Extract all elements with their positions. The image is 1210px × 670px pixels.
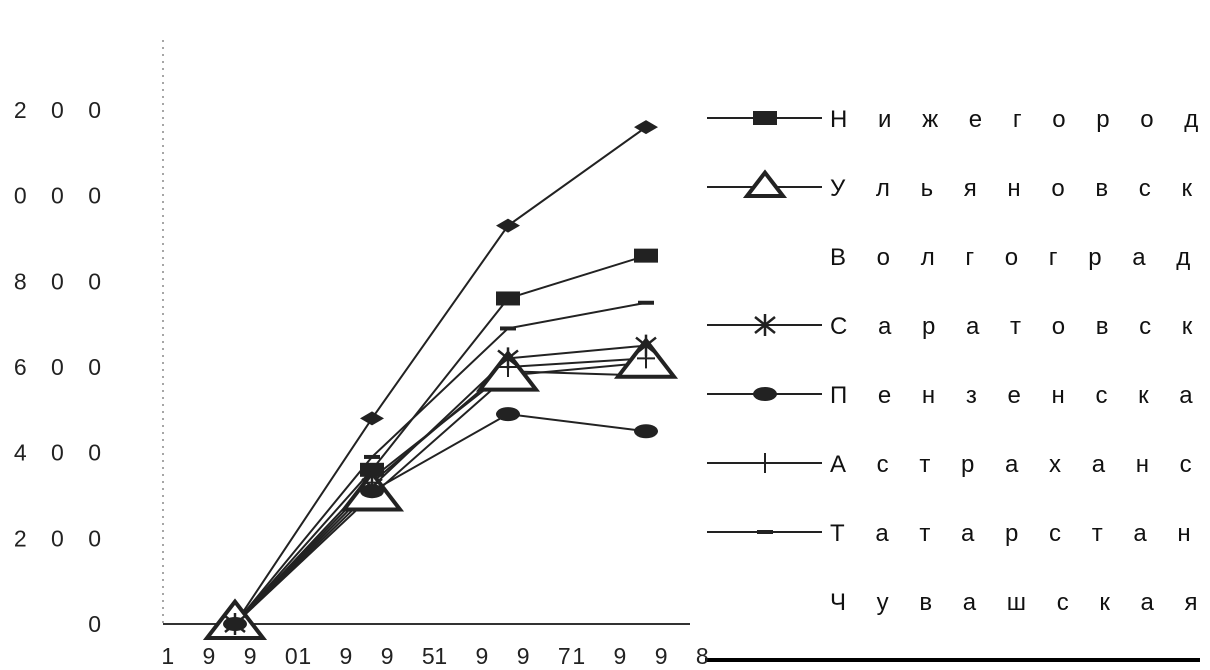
marker-diamond (634, 120, 658, 135)
marker-diamond (496, 218, 520, 233)
marker-star (754, 314, 776, 336)
y-tick-label: 2 0 0 (14, 525, 110, 551)
marker-square (634, 248, 658, 263)
x-tick-label: 1 9 9 7 (434, 643, 581, 669)
marker-plus (637, 348, 655, 369)
y-tick-label: 1 2 0 0 (0, 97, 110, 123)
legend: Н и ж е г о р о д с к а я У л ь я н о в с… (707, 106, 1210, 616)
marker-circle (634, 424, 658, 439)
series-line (234, 254, 647, 625)
series-line (234, 126, 647, 625)
legend-label: А с т р а х а н с к а я (830, 451, 1210, 478)
marker-dash (638, 300, 654, 305)
x-tick-label: 1 9 9 5 (298, 643, 445, 669)
marker-square (496, 291, 520, 306)
marker-circle (753, 387, 777, 401)
series-line (234, 370, 647, 625)
y-tick-label: 4 0 0 (14, 440, 110, 466)
y-tick-label: 6 0 0 (14, 354, 110, 380)
marker-circle (496, 407, 520, 422)
y-tick-labels: 0 2 0 0 4 0 0 6 0 0 8 0 0 1 0 0 0 1 2 0 0 (0, 97, 110, 637)
marker-square (360, 462, 384, 477)
legend-label: Т а т а р с т а н (830, 520, 1203, 547)
series-line (234, 301, 647, 625)
x-tick-label: 1 9 9 0 (161, 643, 308, 669)
marker-diamond (360, 411, 384, 426)
series-lines (234, 126, 647, 625)
legend-label: П е н з е н с к а я (830, 382, 1210, 409)
series-line (234, 413, 647, 625)
marker-dash (364, 454, 380, 459)
marker-triangle (742, 169, 788, 198)
marker-dash (500, 326, 516, 331)
series-line (234, 344, 647, 625)
y-tick-label: 0 (88, 611, 110, 637)
series-line (234, 357, 647, 625)
legend-label: В о л г о г р а д с к а я (830, 244, 1210, 271)
y-tick-label: 8 0 0 (14, 268, 110, 294)
x-tick-label: 1 9 9 8 (572, 643, 719, 669)
legend-label: Ч у в а ш с к а я (830, 589, 1210, 616)
marker-plus (363, 472, 381, 493)
marker-square (753, 111, 777, 125)
legend-label: У л ь я н о в с к а я (830, 175, 1210, 202)
marker-dash (227, 622, 243, 626)
axes (162, 40, 1200, 662)
y-tick-label: 1 0 0 0 (0, 183, 110, 209)
marker-dash (757, 530, 773, 534)
series-line (234, 361, 647, 625)
x-tick-labels: 1 9 9 01 9 9 51 9 9 71 9 9 8 (161, 643, 719, 669)
marker-plus (499, 357, 517, 377)
marker-plus (756, 453, 774, 473)
series-markers (202, 120, 679, 640)
legend-label: Н и ж е г о р о д с к а я (830, 106, 1210, 133)
legend-label: С а р а т о в с к а я (830, 313, 1210, 340)
